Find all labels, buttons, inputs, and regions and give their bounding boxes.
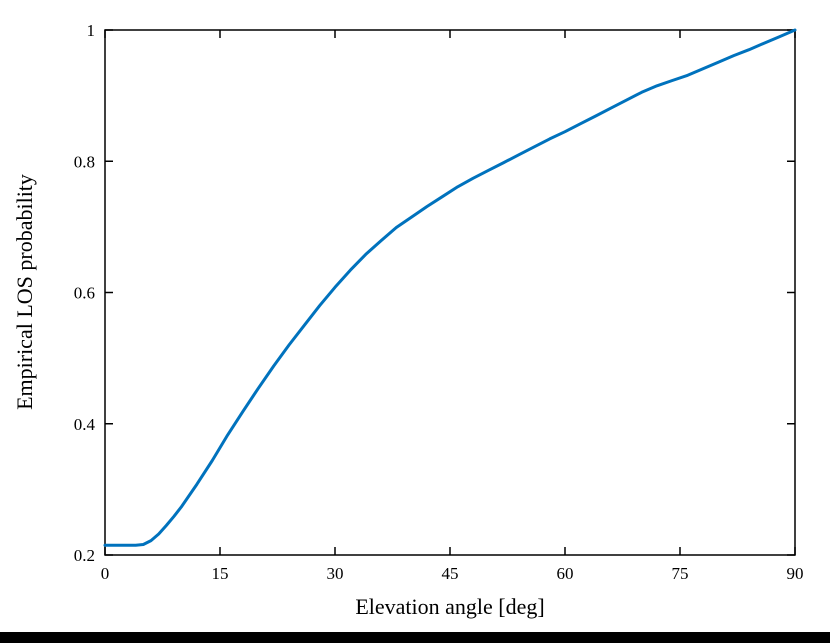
x-tick-label: 90: [787, 564, 804, 583]
x-axis-label: Elevation angle [deg]: [355, 594, 544, 619]
x-tick-label: 60: [557, 564, 574, 583]
y-tick-label: 1: [87, 21, 96, 40]
y-tick-label: 0.2: [74, 546, 95, 565]
x-tick-label: 0: [101, 564, 110, 583]
tick-labels: 0 15 30 45 60 75 90 0.2 0.4 0.6 0.8 1: [74, 21, 804, 583]
x-tick-label: 15: [212, 564, 229, 583]
axis-ticks: [104, 29, 796, 556]
plot-border: [104, 29, 796, 556]
x-tick-label: 75: [672, 564, 689, 583]
bottom-black-bar: [0, 632, 830, 643]
x-tick-label: 45: [442, 564, 459, 583]
y-tick-label: 0.4: [74, 415, 96, 434]
x-tick-label: 30: [327, 564, 344, 583]
y-tick-label: 0.6: [74, 284, 95, 303]
y-tick-label: 0.8: [74, 152, 95, 171]
y-axis-label: Empirical LOS probability: [12, 174, 37, 410]
los-probability-line: [103, 28, 797, 547]
